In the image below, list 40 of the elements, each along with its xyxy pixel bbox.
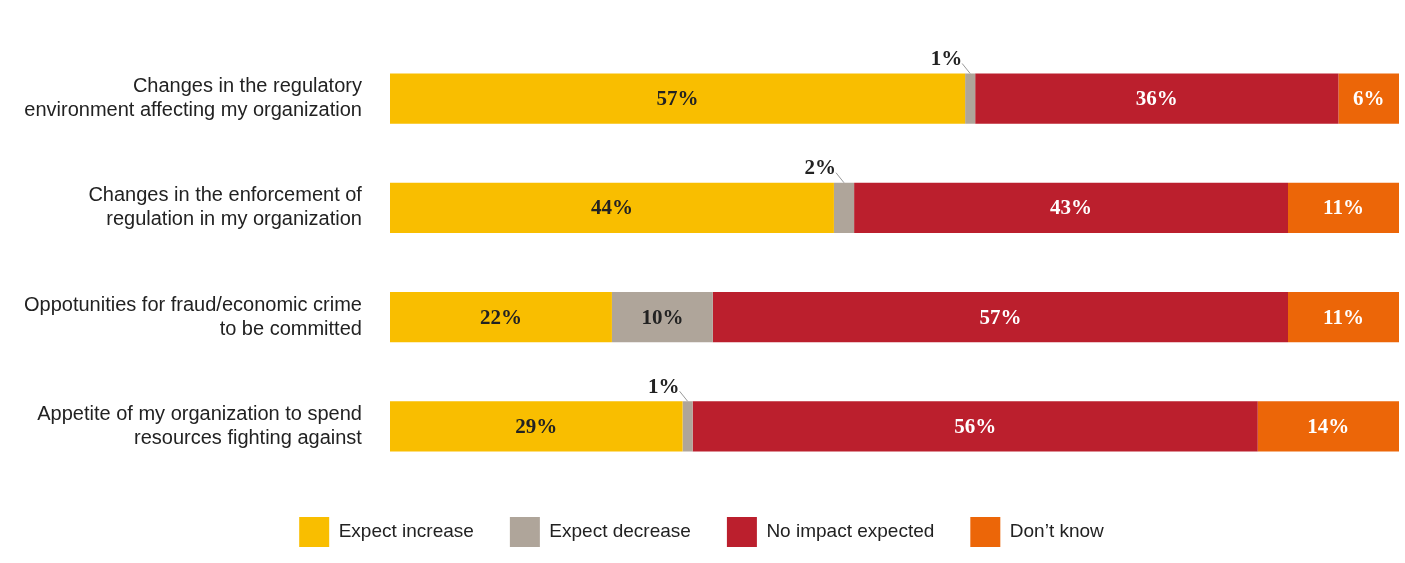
data-label: 1%: [930, 45, 963, 70]
data-label: 22%: [479, 304, 522, 329]
bar: [833, 182, 855, 233]
bar: [682, 401, 693, 452]
bar: [389, 73, 966, 124]
data-label: 29%: [515, 413, 558, 438]
data-label: 11%: [1323, 304, 1364, 329]
data-label: 36%: [1135, 86, 1178, 111]
bar: [854, 182, 1288, 233]
bar: [965, 73, 976, 124]
legend-label: Don’t know: [1009, 520, 1105, 542]
bar: [611, 292, 713, 343]
data-label: 11%: [1323, 195, 1364, 220]
data-label: 10%: [641, 304, 684, 329]
y-tick-label: Changes in the enforcement of regulation in my organization: [88, 183, 363, 230]
bar: [1338, 73, 1399, 124]
data-label: 57%: [979, 304, 1022, 329]
data-label: 44%: [590, 195, 633, 220]
bar: [1288, 182, 1399, 233]
y-tick-label: Oppotunities for fraud/economic crime to be committed: [23, 292, 362, 339]
y-tick-label: Changes in the regulatory environment affecting my organization: [24, 74, 362, 121]
bar: [692, 401, 1258, 452]
bar: [712, 292, 1288, 343]
legend-label: No impact expected: [766, 520, 935, 542]
bar: [389, 401, 683, 452]
data-label: 43%: [1050, 195, 1093, 220]
bar: [389, 182, 834, 233]
data-label: 57%: [656, 86, 699, 111]
data-label: 2%: [804, 155, 837, 180]
data-label: 56%: [954, 413, 997, 438]
bar: [975, 73, 1339, 124]
data-label: 6%: [1352, 86, 1385, 111]
y-tick-label: Appetite of my organization to spend resources fighting against: [37, 401, 363, 448]
legend-label: Expect increase: [338, 520, 474, 542]
legend-label: Expect decrease: [549, 520, 691, 542]
bar: [389, 292, 612, 343]
data-label: 14%: [1307, 413, 1350, 438]
bar: [1288, 292, 1399, 343]
data-label: 1%: [648, 373, 680, 398]
bar: [1257, 401, 1399, 452]
